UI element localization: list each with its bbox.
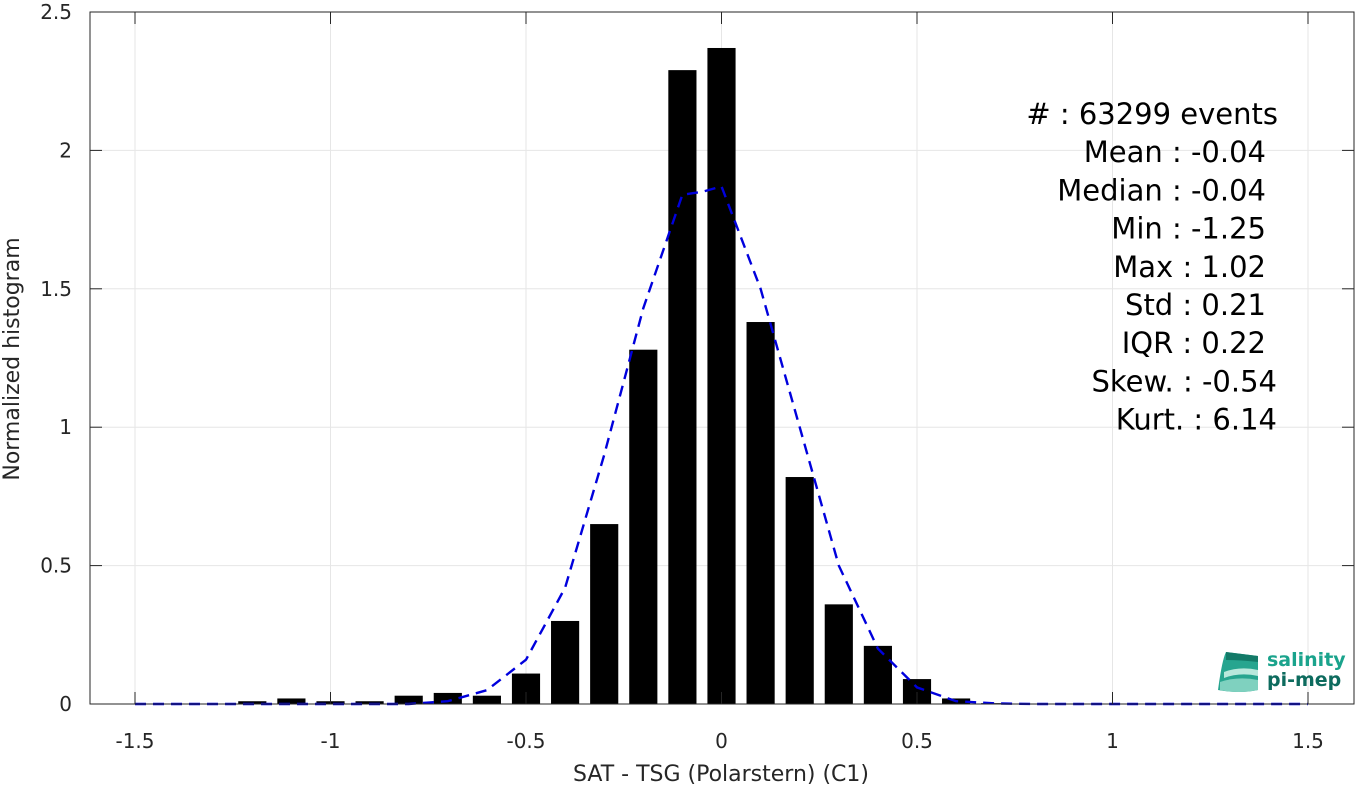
histogram-bar-4 <box>277 698 306 704</box>
axes-frame <box>89 11 1355 705</box>
histogram-bar-8 <box>433 692 462 704</box>
statistics-panel: # : 63299 events Mean : -0.04 Median : -0.… <box>1026 97 1278 437</box>
y-tick-label-0: 0 <box>59 692 72 716</box>
stat-line-2: Median : -0.04 <box>1057 173 1266 207</box>
y-tick-label-4: 2 <box>59 138 72 162</box>
stat-line-4: Max : 1.02 <box>1113 250 1266 284</box>
stat-line-5: Std : 0.21 <box>1125 288 1266 322</box>
histogram-bar-19 <box>863 645 892 704</box>
histogram-bar-7 <box>394 695 423 704</box>
histogram-bar-15 <box>707 47 736 704</box>
y-tick-label-1: 0.5 <box>40 554 72 578</box>
x-tick-label-0: -1.5 <box>115 729 154 753</box>
logo-wave-icon <box>1218 652 1258 692</box>
y-tick-label-2: 1 <box>59 415 72 439</box>
histogram-bar-14 <box>668 70 697 705</box>
y-tick-label-5: 2.5 <box>40 0 72 24</box>
x-tick-label-4: 0.5 <box>901 729 933 753</box>
histogram-bar-9 <box>472 695 501 704</box>
stat-line-6: IQR : 0.22 <box>1122 326 1266 360</box>
histogram-bar-13 <box>629 349 658 704</box>
stat-line-0: # : 63299 events <box>1026 97 1278 131</box>
salinity-pi-mep-logo: salinity pi-mep <box>1218 649 1346 692</box>
x-tick-label-2: -0.5 <box>506 729 545 753</box>
histogram-bar-3 <box>238 701 267 704</box>
histogram-bar-12 <box>590 524 619 704</box>
logo-text-pi-mep: pi-mep <box>1267 669 1341 691</box>
tick-labels: -1.5 -1 -0.5 0 0.5 1 1.5 0 0.5 1 1.5 2 2.5 <box>40 0 1324 753</box>
x-tick-label-1: -1 <box>321 729 341 753</box>
stat-line-3: Min : -1.25 <box>1111 212 1266 246</box>
histogram-bar-6 <box>355 701 384 704</box>
x-tick-label-6: 1.5 <box>1292 729 1324 753</box>
stat-line-7: Skew. : -0.54 <box>1091 364 1277 398</box>
histogram-bar-11 <box>551 620 580 704</box>
stat-line-1: Mean : -0.04 <box>1084 135 1266 169</box>
x-tick-label-3: 0 <box>715 729 728 753</box>
x-axis-label: SAT - TSG (Polarstern) (C1) <box>573 762 869 785</box>
histogram-bar-17 <box>785 477 814 704</box>
histogram-bar-16 <box>746 322 775 704</box>
stat-line-8: Kurt. : 6.14 <box>1116 403 1277 437</box>
y-axis-label: Normalized histogram <box>0 237 25 480</box>
histogram-bar-18 <box>824 604 853 704</box>
histogram-bars <box>238 47 1049 705</box>
logo-text-salinity: salinity <box>1267 649 1346 671</box>
y-tick-label-3: 1.5 <box>40 277 72 301</box>
x-tick-label-5: 1 <box>1106 729 1119 753</box>
